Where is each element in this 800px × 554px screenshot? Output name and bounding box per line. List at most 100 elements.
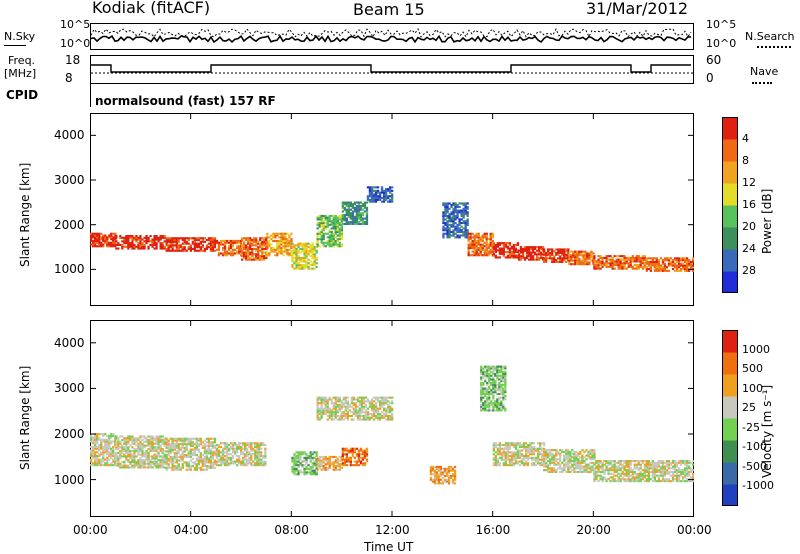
heatmap-cell bbox=[295, 460, 298, 463]
heatmap-cell bbox=[141, 242, 144, 245]
heatmap-cell bbox=[211, 443, 215, 446]
heatmap-cell bbox=[657, 262, 661, 265]
heatmap-cell bbox=[517, 255, 521, 258]
heatmap-cell bbox=[360, 405, 364, 408]
heatmap-cell bbox=[211, 441, 215, 444]
heatmap-cell bbox=[603, 476, 606, 479]
heatmap-cell bbox=[189, 439, 192, 442]
heatmap-cell bbox=[301, 260, 304, 263]
heatmap-cell bbox=[387, 411, 390, 414]
heatmap-cell bbox=[368, 413, 372, 416]
heatmap-cell bbox=[330, 214, 333, 217]
heatmap-cell bbox=[177, 452, 180, 455]
heatmap-cell bbox=[551, 257, 554, 260]
heatmap-cell bbox=[251, 255, 254, 258]
heatmap-cell bbox=[149, 450, 152, 453]
heatmap-cell bbox=[551, 469, 554, 472]
heatmap-cell bbox=[498, 464, 501, 467]
heatmap-cell bbox=[483, 248, 486, 251]
heatmap-cell bbox=[385, 198, 388, 201]
heatmap-cell bbox=[143, 245, 146, 248]
heatmap-cell bbox=[494, 372, 497, 375]
heatmap-cell bbox=[477, 241, 480, 244]
heatmap-cell bbox=[326, 468, 329, 471]
heatmap-cell bbox=[127, 450, 130, 453]
heatmap-cell bbox=[137, 450, 140, 453]
heatmap-cell bbox=[361, 451, 365, 454]
heatmap-cell bbox=[169, 240, 172, 243]
heatmap-cell bbox=[586, 254, 589, 257]
heatmap-cell bbox=[326, 402, 329, 405]
heatmap-cell bbox=[359, 222, 363, 225]
heatmap-cell bbox=[382, 193, 386, 196]
heatmap-cell bbox=[528, 445, 532, 448]
heatmap-cell bbox=[328, 236, 331, 239]
heatmap-cell bbox=[631, 255, 634, 258]
heatmap-cell bbox=[611, 480, 614, 483]
heatmap-cell bbox=[491, 250, 494, 253]
heatmap-cell bbox=[492, 447, 495, 450]
heatmap-cell bbox=[374, 407, 378, 410]
heatmap-cell bbox=[586, 256, 589, 259]
heatmap-cell bbox=[355, 215, 359, 218]
heatmap-cell bbox=[442, 222, 445, 225]
heatmap-cell bbox=[498, 405, 501, 408]
heatmap-cell bbox=[510, 456, 514, 459]
heatmap-cell bbox=[477, 247, 480, 250]
heatmap-cell bbox=[500, 242, 503, 245]
heatmap-cell bbox=[504, 444, 507, 447]
heatmap-cell bbox=[345, 203, 348, 206]
heatmap-cell bbox=[94, 445, 97, 448]
heatmap-cell bbox=[482, 409, 485, 412]
heatmap-cell bbox=[332, 241, 335, 244]
heatmap-cell bbox=[328, 466, 331, 469]
heatmap-cell bbox=[213, 461, 217, 464]
heatmap-cell bbox=[227, 453, 231, 456]
heatmap-cell bbox=[297, 455, 300, 458]
heatmap-cell bbox=[537, 456, 540, 459]
heatmap-cell bbox=[657, 260, 661, 263]
heatmap-cell bbox=[532, 464, 536, 467]
heatmap-cell bbox=[617, 476, 620, 479]
heatmap-cell bbox=[334, 413, 337, 416]
heatmap-cell bbox=[326, 405, 329, 408]
heatmap-cell bbox=[313, 246, 316, 249]
heatmap-cell bbox=[500, 367, 503, 370]
heatmap-cell bbox=[307, 471, 310, 474]
heatmap-cell bbox=[365, 215, 369, 218]
heatmap-cell bbox=[221, 247, 225, 250]
heatmap-cell bbox=[522, 447, 526, 450]
heatmap-cell bbox=[574, 252, 577, 255]
heatmap-cell bbox=[504, 367, 507, 370]
heatmap-cell bbox=[351, 455, 354, 458]
heatmap-cell bbox=[342, 403, 345, 406]
heatmap-cell bbox=[309, 465, 312, 468]
heatmap-cell bbox=[358, 396, 362, 399]
heatmap-cell bbox=[100, 458, 103, 461]
heatmap-cell bbox=[520, 460, 524, 463]
heatmap-cell bbox=[326, 414, 329, 417]
heatmap-cell bbox=[293, 244, 296, 247]
heatmap-cell bbox=[569, 465, 572, 468]
heatmap-cell bbox=[207, 443, 211, 446]
heatmap-cell bbox=[539, 444, 542, 447]
heatmap-cell bbox=[609, 258, 612, 261]
heatmap-cell bbox=[623, 467, 626, 470]
heatmap-cell bbox=[349, 451, 352, 454]
heatmap-cell bbox=[157, 455, 160, 458]
heatmap-cell bbox=[358, 418, 362, 421]
heatmap-cell bbox=[293, 246, 296, 249]
heatmap-cell bbox=[355, 462, 359, 465]
heatmap-cell bbox=[133, 243, 136, 246]
cpid-text: normalsound (fast) 157 RF bbox=[95, 94, 276, 108]
heatmap-cell bbox=[293, 464, 296, 467]
heatmap-cell bbox=[149, 439, 152, 442]
heatmap-cell bbox=[112, 241, 115, 244]
heatmap-cell bbox=[479, 243, 482, 246]
heatmap-cell bbox=[330, 223, 333, 226]
heatmap-cell bbox=[647, 260, 650, 263]
heatmap-cell bbox=[169, 450, 172, 453]
heatmap-cell bbox=[326, 409, 329, 412]
heatmap-cell bbox=[155, 238, 158, 241]
heatmap-cell bbox=[524, 451, 528, 454]
